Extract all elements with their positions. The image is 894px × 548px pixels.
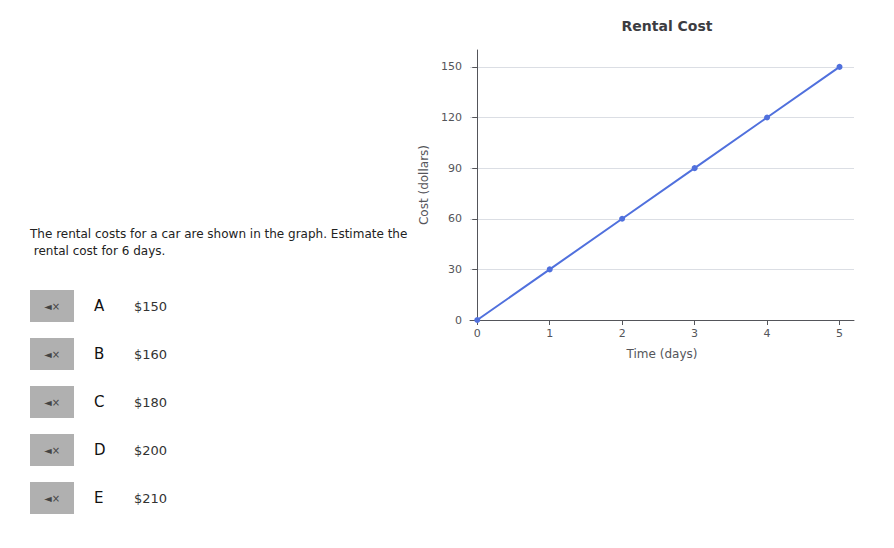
svg-text:3: 3 — [691, 327, 698, 340]
svg-text:D: D — [94, 441, 106, 459]
svg-text:90: 90 — [448, 162, 462, 175]
svg-text:4: 4 — [764, 327, 771, 340]
svg-text:$210: $210 — [134, 491, 167, 506]
svg-text:E: E — [94, 489, 103, 507]
svg-text:C: C — [94, 393, 104, 411]
svg-text:1: 1 — [546, 327, 553, 340]
svg-text:120: 120 — [441, 111, 462, 124]
svg-text:◄×: ◄× — [44, 493, 60, 504]
svg-text:Cost (dollars): Cost (dollars) — [417, 145, 431, 225]
svg-text:$150: $150 — [134, 299, 167, 314]
svg-text:◄×: ◄× — [44, 349, 60, 360]
svg-text:$180: $180 — [134, 395, 167, 410]
svg-text:rental cost for 6 days.: rental cost for 6 days. — [30, 244, 165, 258]
svg-text:B: B — [94, 345, 104, 363]
svg-text:0: 0 — [474, 327, 481, 340]
svg-text:The rental costs for a car are: The rental costs for a car are shown in … — [29, 227, 407, 241]
svg-text:Rental Cost: Rental Cost — [622, 18, 713, 34]
svg-text:A: A — [94, 297, 105, 315]
svg-text:0: 0 — [455, 314, 462, 327]
svg-text:◄×: ◄× — [44, 301, 60, 312]
svg-text:◄×: ◄× — [44, 445, 60, 456]
svg-text:2: 2 — [619, 327, 626, 340]
svg-text:150: 150 — [441, 60, 462, 73]
svg-text:$160: $160 — [134, 347, 167, 362]
svg-text:30: 30 — [448, 263, 462, 276]
svg-text:60: 60 — [448, 212, 462, 225]
svg-text:Time (days): Time (days) — [626, 347, 698, 361]
svg-text:◄×: ◄× — [44, 397, 60, 408]
svg-text:$200: $200 — [134, 443, 167, 458]
svg-text:5: 5 — [836, 327, 843, 340]
